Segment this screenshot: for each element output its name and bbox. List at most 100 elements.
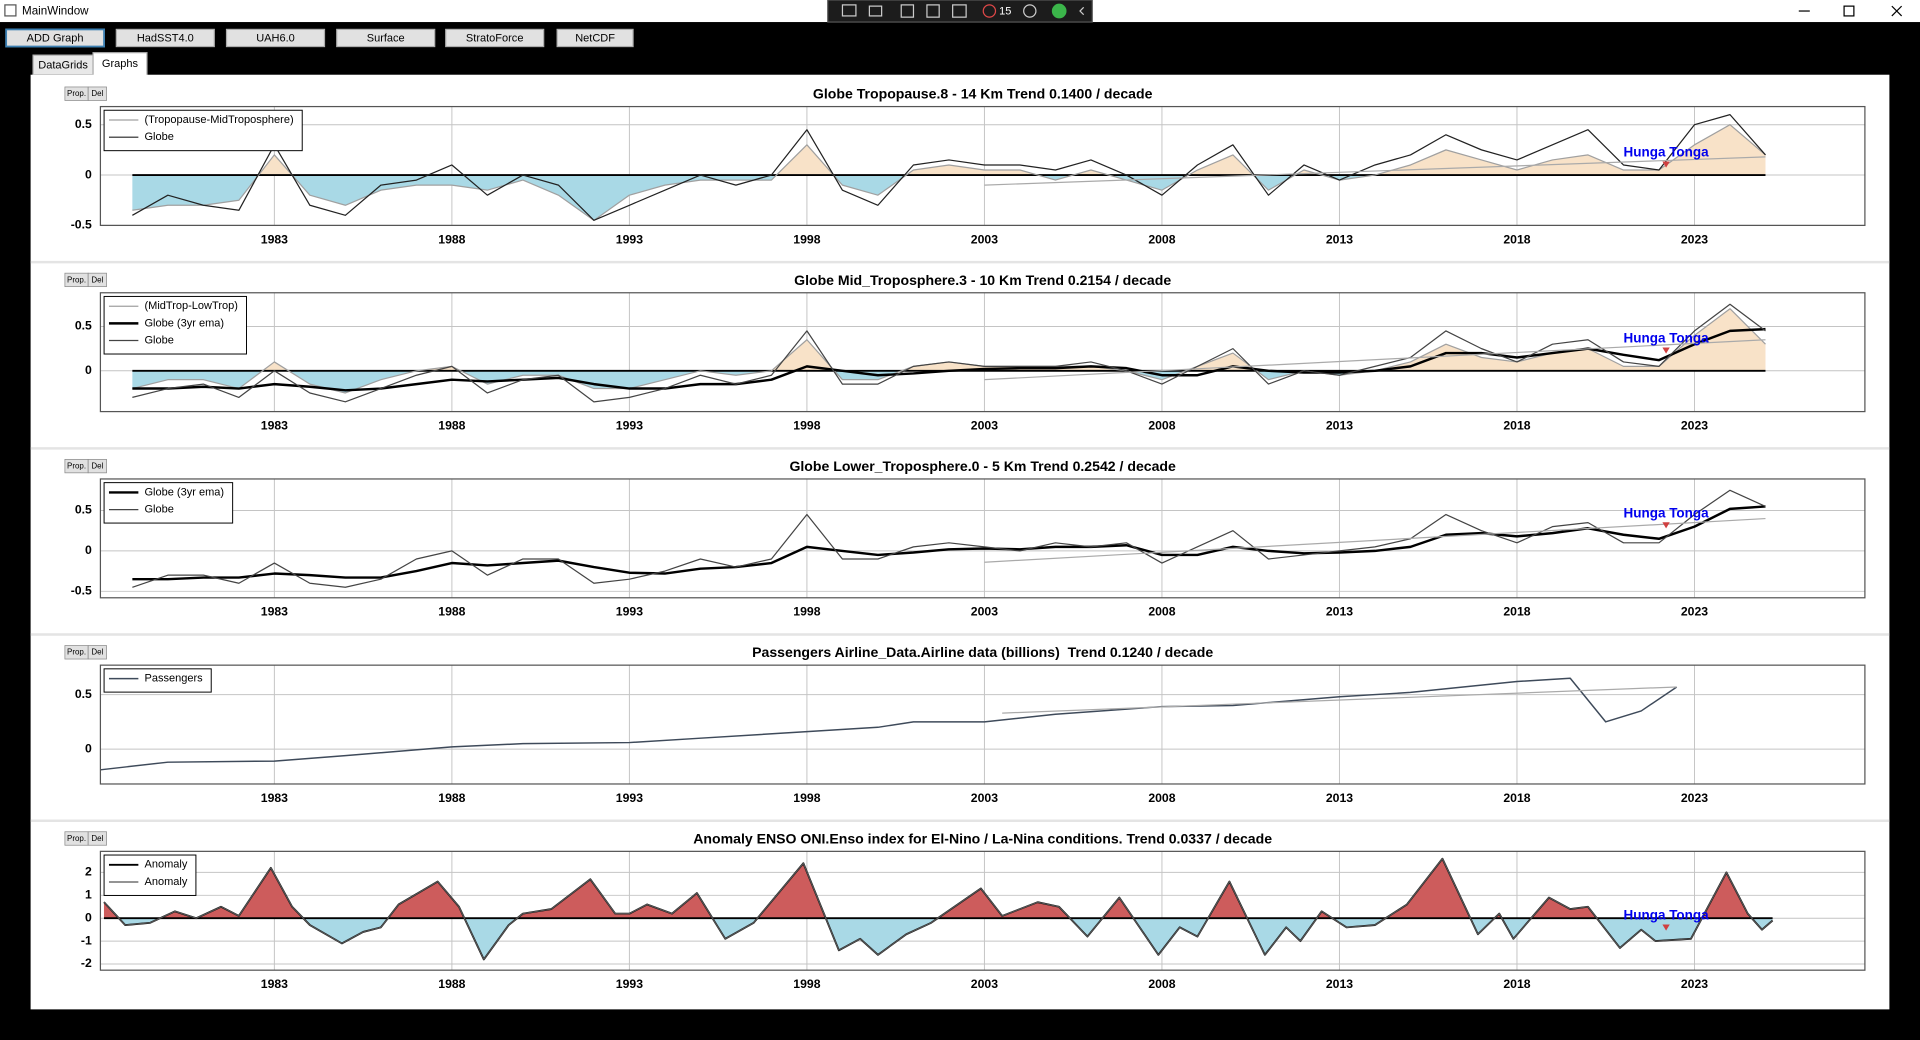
x-tick-label: 1998 [793, 232, 820, 246]
prop-button-label: Prop. [67, 648, 86, 657]
y-tick-label: 0.5 [75, 503, 92, 517]
area-positive [262, 308, 1766, 371]
plot-frame [99, 664, 1866, 785]
chart-panel: Prop. Del Globe Mid_Troposphere.3 - 10 Km … [30, 260, 1890, 433]
x-tick-label: 1983 [261, 232, 288, 246]
x-tick-label: 2018 [1503, 419, 1530, 433]
toolbar-button[interactable] [5, 28, 105, 48]
x-tick-label: 2008 [1148, 605, 1175, 619]
legend: Passengers [103, 668, 212, 693]
del-button[interactable] [87, 645, 107, 660]
y-tick-label: 0 [85, 167, 92, 181]
x-tick-label: 1993 [616, 791, 643, 805]
annotation: Hunga Tonga [1624, 907, 1710, 922]
toolbar-button-label: HadSST4.0 [137, 32, 194, 44]
x-tick-label: 1988 [438, 791, 465, 805]
toolbar-button-label: UAH6.0 [256, 32, 295, 44]
y-tick-label: -0.5 [71, 584, 92, 598]
plot-frame [99, 105, 1866, 227]
chart-title: Globe Mid_Troposphere.3 - 10 Km Trend 0.… [794, 272, 1171, 288]
legend: (MidTrop-LowTrop) Globe (3yr ema) Globe [103, 295, 247, 355]
annotation-marker [1662, 924, 1670, 931]
toolbar-button[interactable] [225, 28, 326, 48]
toolbar-button-label: NetCDF [575, 32, 615, 44]
legend-label: (Tropopause-MidTroposphere) [144, 114, 293, 126]
toolbar-button[interactable] [336, 28, 436, 48]
legend-label: Globe (3yr ema) [144, 317, 224, 329]
overlay-icon[interactable] [952, 4, 967, 18]
x-tick-label: 1988 [438, 232, 465, 246]
x-tick-label: 2013 [1326, 419, 1353, 433]
annotation-marker [1662, 161, 1670, 168]
x-tick-label: 1983 [261, 605, 288, 619]
del-button[interactable] [87, 458, 107, 474]
del-button[interactable] [87, 831, 107, 846]
close-button[interactable] [1891, 5, 1903, 17]
window-title: MainWindow [22, 5, 89, 18]
toolbar-button[interactable] [115, 28, 215, 48]
overlay-collapse[interactable] [1079, 6, 1085, 16]
x-tick-label: 2023 [1681, 791, 1708, 805]
x-tick-label: 2018 [1503, 977, 1530, 991]
chart-panel: Prop. Del Passengers Airline_Data.Airline … [30, 633, 1890, 805]
overlay-icon[interactable] [1023, 4, 1037, 18]
x-tick-label: 2008 [1148, 791, 1175, 805]
del-button[interactable] [87, 272, 107, 288]
series-line [103, 858, 1773, 961]
x-tick-label: 1983 [261, 791, 288, 805]
overlay-icon[interactable] [868, 5, 883, 17]
del-button-label: Del [91, 89, 103, 98]
legend-box [103, 854, 197, 896]
x-tick-label: 2008 [1148, 977, 1175, 991]
x-tick-label: 2018 [1503, 791, 1530, 805]
x-tick-label: 2003 [971, 419, 998, 433]
overlay-icon[interactable] [1051, 3, 1067, 19]
trend-line [984, 156, 1766, 186]
y-tick-label: 0 [85, 741, 92, 755]
legend: Anomaly Anomaly [103, 854, 197, 896]
y-tick-label: 0 [85, 363, 92, 377]
trend-line [984, 517, 1766, 563]
annotation: Hunga Tonga [1624, 330, 1710, 345]
chart-panel: Prop. Del Globe Tropopause.8 - 14 Km Trend… [64, 86, 1866, 246]
annotation: Hunga Tonga [1624, 505, 1710, 520]
legend-label: Globe [144, 131, 173, 143]
del-button[interactable] [87, 86, 107, 101]
overlay-icon[interactable] [841, 4, 857, 17]
x-tick-label: 2008 [1148, 419, 1175, 433]
x-tick-label: 1983 [261, 419, 288, 433]
app-icon [4, 4, 17, 17]
y-tick-label: 0 [85, 910, 92, 924]
del-button-label: Del [91, 461, 103, 470]
overlay-icon[interactable] [926, 4, 940, 18]
legend-label: Anomaly [144, 876, 187, 888]
annotation: Hunga Tonga [1624, 144, 1710, 159]
chart-title: Passengers Airline_Data.Airline data (bi… [752, 644, 1213, 660]
legend: Globe (3yr ema) Globe [103, 482, 234, 524]
legend-label: (MidTrop-LowTrop) [144, 300, 237, 312]
overlay-icon[interactable] [900, 4, 915, 18]
x-tick-label: 1983 [261, 977, 288, 991]
del-button-label: Del [91, 648, 103, 657]
restore-button[interactable] [1843, 5, 1855, 17]
toolbar-button[interactable] [556, 28, 634, 48]
x-tick-label: 2018 [1503, 232, 1530, 246]
overlay-icon[interactable] [982, 4, 997, 18]
prop-button-label: Prop. [67, 89, 86, 98]
x-tick-label: 1998 [793, 791, 820, 805]
x-tick-label: 1998 [793, 977, 820, 991]
toolbar-button-label: ADD Graph [27, 32, 84, 44]
del-button-label: Del [91, 834, 103, 843]
x-tick-label: 2003 [971, 791, 998, 805]
toolbar-button[interactable] [445, 28, 545, 48]
legend-label: Globe [144, 334, 173, 346]
plot-frame [99, 478, 1866, 599]
toolbar: ADD Graph HadSST4.0 UAH6.0 Surface Strat… [5, 28, 634, 48]
x-tick-label: 2003 [971, 977, 998, 991]
chart-title: Anomaly ENSO ONI.Enso index for El-Nino … [693, 830, 1272, 846]
series-line [132, 124, 1766, 221]
x-tick-label: 2023 [1681, 232, 1708, 246]
chart-title: Globe Tropopause.8 - 14 Km Trend 0.1400 … [813, 86, 1153, 102]
plot-area [100, 292, 1865, 412]
